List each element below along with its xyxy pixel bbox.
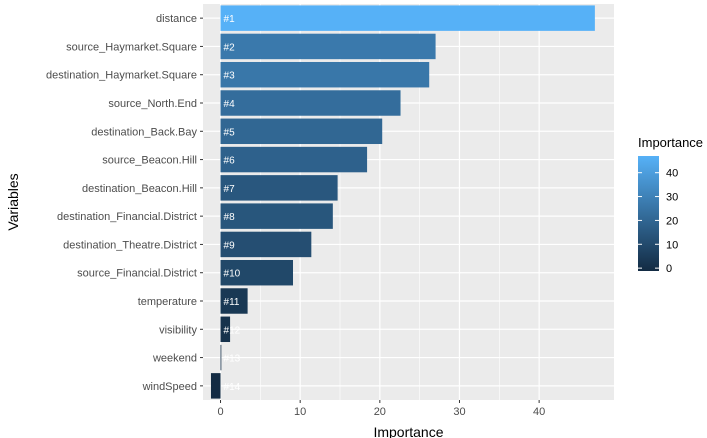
legend-ticks: 0 10 20 30 40 (638, 168, 678, 275)
legend-tick-label: 30 (666, 192, 678, 204)
bar (220, 175, 338, 201)
y-tick-label: weekend (152, 353, 197, 365)
bar-rank-label: #7 (224, 184, 236, 195)
bar (220, 5, 595, 31)
legend-colorbar (638, 156, 659, 271)
x-tick-label: 10 (294, 406, 306, 418)
legend-tick-label: 40 (666, 168, 678, 180)
bar-rank-label: #6 (224, 156, 236, 167)
legend-tick-label: 20 (666, 215, 678, 227)
y-tick-label: source_Beacon.Hill (102, 155, 197, 167)
bar-rank-label: #11 (224, 297, 240, 308)
bar-rank-label: #5 (224, 127, 236, 138)
bar (220, 118, 383, 145)
y-axis-title: Variables (5, 173, 21, 230)
bar-rank-label: #14 (224, 382, 241, 393)
bar-rank-label: #8 (224, 212, 236, 223)
bar (210, 373, 221, 399)
bar (220, 231, 312, 258)
legend-title: Importance (638, 135, 703, 150)
bar-rank-label: #4 (224, 99, 236, 110)
bar (220, 146, 368, 173)
bar-rank-label: #2 (224, 42, 236, 53)
bar-rank-label: #9 (224, 240, 236, 251)
y-tick-label: temperature (138, 296, 197, 308)
y-tick-label: source_Haymarket.Square (66, 41, 197, 53)
bar-rank-labels: #1 #2 #3 #4 #5 #6 #7 #8 #9 #10 #11 #12 #13 #14 (224, 14, 241, 393)
y-tick-label: windSpeed (142, 381, 197, 393)
legend: Importance 0 10 20 30 40 (638, 135, 703, 275)
bar-rank-label: #13 (224, 354, 241, 365)
bar (220, 33, 436, 60)
bar (220, 203, 333, 229)
y-tick-label: destination_Beacon.Hill (82, 183, 197, 195)
bar (220, 90, 401, 116)
x-tick-label: 30 (453, 406, 465, 418)
y-tick-label: source_Financial.District (77, 268, 197, 280)
bar (220, 288, 248, 314)
bar (220, 61, 430, 88)
bar-rank-label: #12 (224, 325, 241, 336)
bar-rank-label: #3 (224, 71, 236, 82)
y-tick-label: source_North.End (108, 98, 197, 110)
y-tick-label: destination_Back.Bay (91, 126, 197, 138)
y-tick-label: destination_Haymarket.Square (46, 70, 197, 82)
y-tick-label: destination_Financial.District (57, 211, 197, 223)
x-tick-label: 20 (374, 406, 386, 418)
y-tick-label: distance (156, 13, 197, 25)
bar-rank-label: #10 (224, 269, 241, 280)
y-tick-label: visibility (159, 324, 197, 336)
x-axis-title: Importance (373, 424, 443, 438)
x-tick-label: 40 (533, 406, 545, 418)
bar (220, 344, 222, 371)
bars (210, 5, 595, 399)
legend-tick-label: 10 (666, 239, 678, 251)
bar-rank-label: #1 (224, 14, 236, 25)
x-axis-ticks: 0 10 20 30 40 (217, 400, 545, 418)
x-tick-label: 0 (217, 406, 223, 418)
bar (220, 316, 231, 343)
y-axis-ticks: distance source_Haymarket.Square destinati… (46, 13, 203, 393)
bar (220, 259, 294, 286)
y-tick-label: destination_Theatre.District (63, 239, 197, 251)
legend-tick-label: 0 (666, 263, 672, 275)
